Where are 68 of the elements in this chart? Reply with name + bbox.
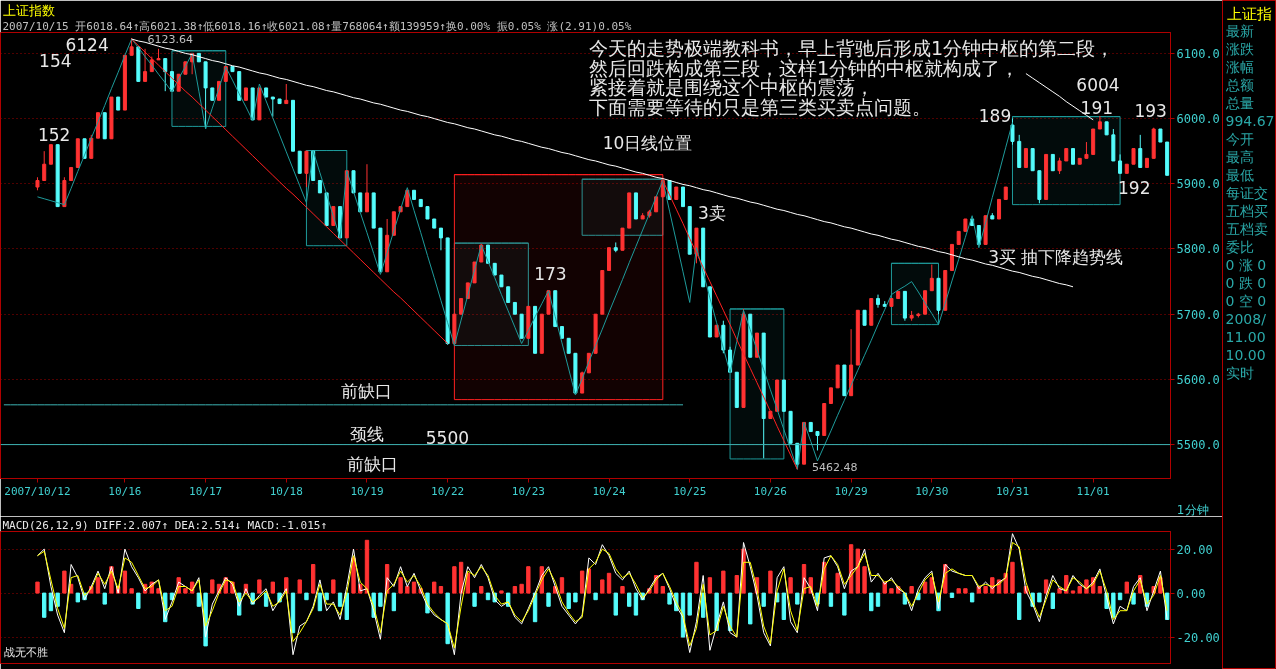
x-tick-label: 10/17	[189, 484, 223, 498]
annotation: 今天的走势极端教科书，早上背驰后形成1分钟中枢的第二段，	[589, 36, 1115, 59]
x-tick-label: 10/23	[511, 484, 545, 498]
x-tick-label: 10/25	[673, 484, 707, 498]
text: 0 跌 0	[1225, 274, 1267, 291]
annotation: 191	[1080, 97, 1114, 118]
y-tick-label: 6000.0	[1176, 112, 1220, 127]
text: 涨幅	[1225, 58, 1254, 75]
x-tick-label: 10/19	[350, 484, 384, 498]
x-tick-label: 10/26	[753, 484, 787, 498]
x-tick-label: 10/22	[431, 484, 465, 498]
text: 上证指	[1226, 4, 1272, 23]
annotation: 173	[534, 264, 567, 285]
annotation: 193	[1134, 101, 1167, 122]
annotation: 192	[1118, 177, 1151, 198]
text: 最新	[1225, 22, 1254, 39]
annotation: 5500	[425, 427, 470, 448]
text: 每证交	[1225, 184, 1268, 201]
x-tick-label: 10/24	[592, 484, 626, 498]
chart-title: MACD(26,12,9) DIFF:2.007↑ DEA:2.514↓ MACD:-1.015↑	[2, 518, 328, 532]
annotation: 前缺口	[347, 454, 399, 475]
annotation: 154	[39, 51, 72, 72]
text: 总额	[1224, 76, 1254, 93]
annotation: 战无不胜	[4, 646, 49, 660]
text: 0 涨 0	[1225, 256, 1267, 273]
x-tick-label: 10/29	[834, 484, 868, 498]
y-tick-label: 5800.0	[1176, 242, 1220, 257]
x-tick-label: 10/31	[995, 484, 1030, 498]
chart-title: 上证指数	[2, 2, 55, 18]
text: 994.67	[1225, 112, 1275, 129]
annotation: 5462.48	[811, 461, 858, 475]
text: 10.00	[1225, 346, 1266, 363]
text: 最高	[1225, 148, 1254, 165]
y-tick-label: 0.00	[1176, 586, 1206, 601]
y-tick-label: 5700.0	[1176, 307, 1220, 322]
y-tick-label: 5500.0	[1176, 438, 1220, 453]
text: 涨跌	[1225, 40, 1254, 57]
annotation: 10日线位置	[602, 133, 693, 154]
annotation: 3卖	[697, 203, 726, 224]
text: 今开	[1225, 130, 1254, 147]
text: 0 空 0	[1225, 292, 1267, 309]
x-tick-label: 10/18	[269, 484, 303, 498]
x-tick-label: 10/30	[915, 484, 949, 498]
annotation: 3买 抽下降趋势线	[988, 247, 1124, 268]
annotation: 152	[37, 124, 71, 145]
annotation: 前缺口	[341, 381, 393, 402]
text: 2008/	[1225, 310, 1267, 327]
x-tick-label: 10/16	[108, 484, 142, 498]
y-tick-label: 20.00	[1176, 542, 1213, 557]
chart-subtitle: 2007/10/15 开6018.64↑高6021.38↑低6018.16↑收6021.08↑量768064↑额139959↑换0.00% 振0.05% 涨(2.91)0.05%	[2, 19, 632, 33]
text: 五档卖	[1225, 220, 1268, 237]
y-tick-label: -20.00	[1176, 630, 1220, 645]
y-tick-label: 5600.0	[1176, 372, 1220, 387]
x-axis-title: 1分钟	[1176, 502, 1209, 517]
y-tick-label: 6100.0	[1176, 46, 1220, 61]
annotation: 颈线	[349, 424, 384, 445]
text: 实时	[1225, 364, 1254, 381]
text: 最低	[1225, 166, 1254, 183]
text: 五档买	[1225, 202, 1268, 219]
y-tick-label: 5900.0	[1176, 177, 1220, 192]
text: 11.00	[1225, 328, 1266, 345]
text: 总量	[1224, 94, 1254, 111]
text: 委比	[1225, 238, 1254, 255]
annotation: 6123.64	[147, 33, 193, 47]
x-tick-label: 2007/10/12	[4, 484, 71, 498]
annotation: 6004	[1076, 74, 1120, 95]
annotation: 189	[978, 105, 1012, 126]
x-tick-label: 11/01	[1076, 484, 1110, 498]
